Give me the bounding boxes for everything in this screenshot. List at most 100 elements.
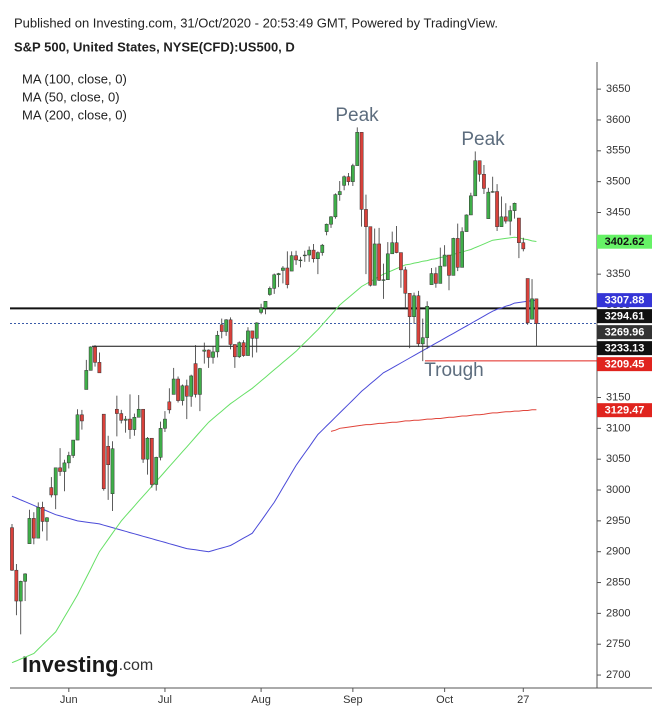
y-tick-label: 2900	[606, 546, 630, 558]
candle-body	[254, 322, 259, 339]
candle-body	[381, 279, 386, 281]
candle-body	[215, 334, 220, 353]
candle-body	[294, 255, 298, 261]
candle-body	[320, 244, 325, 253]
candle-body	[32, 518, 36, 539]
candle-body	[206, 349, 211, 358]
candle-body	[115, 408, 119, 414]
candle-body	[88, 346, 93, 371]
candle-body	[407, 293, 412, 317]
candle-body	[521, 242, 526, 250]
y-tick-label: 2950	[606, 515, 630, 527]
y-tick-label: 3650	[606, 83, 630, 95]
candle-body	[224, 319, 228, 332]
y-tick-label: 3100	[606, 422, 630, 434]
candle-body	[394, 242, 399, 253]
candle-body	[211, 351, 215, 358]
candle-body	[202, 349, 207, 352]
candle-body	[27, 518, 32, 544]
candle-body	[110, 448, 115, 494]
price-label-box	[597, 309, 652, 324]
price-label-box	[597, 357, 652, 372]
y-tick-label: 3350	[606, 268, 630, 280]
candle-body	[237, 342, 242, 358]
candle-body	[154, 457, 159, 485]
candle-body	[451, 238, 456, 276]
ma-line	[330, 409, 537, 432]
chart-title: S&P 500, United States, NYSE(CFD):US500,…	[14, 39, 295, 54]
candle-body	[141, 408, 145, 460]
annotation: Trough	[424, 360, 484, 381]
y-tick-label: 3150	[606, 391, 630, 403]
candle-body	[10, 527, 14, 571]
x-tick-label: Jul	[158, 694, 172, 706]
logo: Investing.com	[22, 652, 153, 677]
candle-body	[106, 445, 110, 465]
candle-body	[460, 231, 464, 268]
price-label-box	[597, 341, 652, 356]
candle-body	[337, 191, 342, 195]
y-tick-label: 3500	[606, 176, 630, 188]
candle-body	[14, 569, 19, 602]
candle-body	[23, 573, 27, 582]
candle-body	[359, 132, 364, 210]
candle-body	[119, 413, 124, 421]
candle-body	[58, 467, 62, 472]
candle-body	[241, 342, 246, 356]
y-tick-label: 3450	[606, 206, 630, 218]
candle-body	[18, 581, 23, 602]
candle-body	[250, 330, 255, 339]
x-tick-label: Oct	[436, 694, 453, 706]
candle-body	[66, 455, 71, 464]
candle-body	[324, 223, 329, 232]
x-tick-label: 27	[517, 694, 529, 706]
candle-body	[412, 295, 416, 317]
legend-entry: MA (100, close, 0)	[22, 71, 127, 86]
candle-body	[189, 375, 194, 397]
candle-body	[75, 414, 80, 441]
candle-body	[158, 428, 163, 458]
candle-body	[246, 330, 250, 356]
candle-body	[281, 267, 285, 271]
candle-body	[71, 439, 76, 456]
candle-body	[442, 254, 447, 267]
annotation: Peak	[335, 105, 379, 126]
candle-body	[53, 467, 58, 496]
candle-body	[180, 385, 185, 401]
candle-body	[517, 217, 521, 243]
candle-body	[40, 507, 45, 522]
x-tick-label: Jun	[60, 694, 78, 706]
candle-body	[285, 267, 290, 285]
candle-body	[534, 298, 539, 324]
price-label-box	[597, 293, 652, 308]
x-tick-label: Sep	[343, 694, 363, 706]
candle-body	[132, 416, 137, 430]
candle-body	[49, 487, 54, 496]
candle-body	[416, 295, 421, 345]
candle-body	[193, 363, 198, 395]
price-label-box	[597, 403, 652, 418]
candle-body	[503, 216, 508, 222]
candle-body	[298, 259, 303, 262]
candle-body	[198, 368, 202, 395]
candle-body	[263, 301, 268, 309]
candle-body	[473, 160, 478, 197]
candle-body	[455, 238, 460, 268]
candle-body	[333, 194, 338, 218]
candle-body	[184, 385, 189, 397]
candle-body	[93, 346, 97, 363]
annotation: Peak	[461, 129, 505, 150]
candle-body	[259, 307, 263, 313]
candle-body	[438, 265, 443, 284]
candle-body	[272, 274, 277, 289]
y-tick-label: 3550	[606, 145, 630, 157]
candle-body	[136, 408, 141, 418]
candle-body	[464, 214, 469, 232]
candle-body	[495, 191, 499, 227]
price-label: 3209.45	[605, 359, 645, 371]
candle-body	[36, 507, 41, 539]
candle-body	[276, 273, 281, 276]
candle-body	[399, 252, 403, 271]
price-label: 3269.96	[605, 327, 645, 339]
